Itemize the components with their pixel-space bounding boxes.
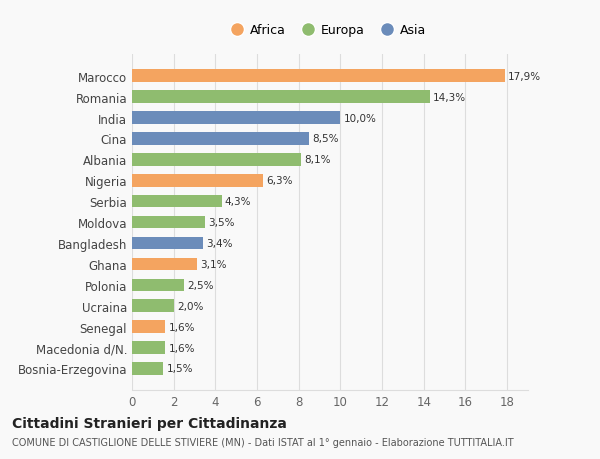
Bar [132,216,205,229]
Text: 8,5%: 8,5% [312,134,339,144]
Bar [132,237,203,250]
Text: 14,3%: 14,3% [433,92,466,102]
Text: 1,6%: 1,6% [169,343,195,353]
Text: 3,1%: 3,1% [200,259,226,269]
Text: 6,3%: 6,3% [266,176,293,186]
Bar [132,363,163,375]
Text: 3,4%: 3,4% [206,239,232,248]
Text: Cittadini Stranieri per Cittadinanza: Cittadini Stranieri per Cittadinanza [12,416,287,430]
Text: COMUNE DI CASTIGLIONE DELLE STIVIERE (MN) - Dati ISTAT al 1° gennaio - Elaborazi: COMUNE DI CASTIGLIONE DELLE STIVIERE (MN… [12,437,514,447]
Text: 17,9%: 17,9% [508,72,541,82]
Bar [132,258,197,271]
Bar [132,196,221,208]
Text: 10,0%: 10,0% [344,113,376,123]
Bar [132,341,166,354]
Bar [132,174,263,187]
Bar [132,133,309,146]
Bar [132,154,301,166]
Bar [132,279,184,291]
Bar [132,112,340,124]
Text: 3,5%: 3,5% [208,218,235,228]
Bar [132,70,505,83]
Bar [132,321,166,333]
Text: 4,3%: 4,3% [225,197,251,207]
Text: 2,5%: 2,5% [187,280,214,290]
Text: 8,1%: 8,1% [304,155,331,165]
Bar [132,300,173,312]
Bar [132,91,430,104]
Text: 1,5%: 1,5% [166,364,193,374]
Text: 2,0%: 2,0% [177,301,203,311]
Legend: Africa, Europa, Asia: Africa, Europa, Asia [227,18,433,43]
Text: 1,6%: 1,6% [169,322,195,332]
